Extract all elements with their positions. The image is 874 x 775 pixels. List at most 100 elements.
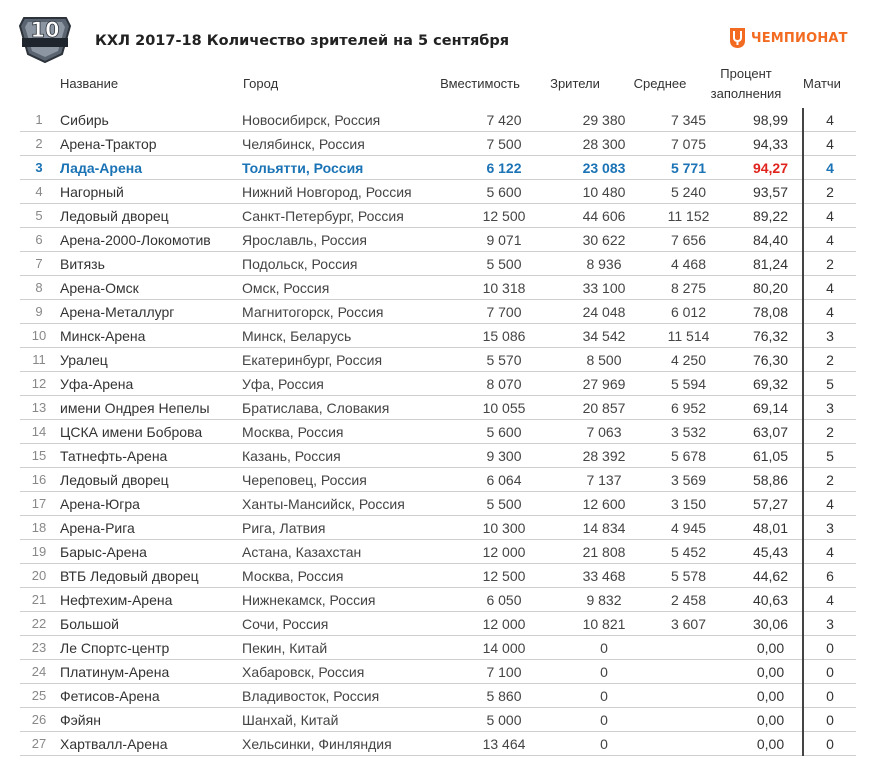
cell-attendance: 10 480 [570,179,638,204]
cell-rank: 2 [20,131,58,156]
logo-number: 10 [30,18,59,42]
cell-matches: 2 [803,251,856,276]
cell-capacity: 5 600 [438,419,570,444]
cell-name: Арена-2000-Локомотив [58,227,242,252]
cell-matches: 4 [803,491,856,516]
cell-rank: 6 [20,227,58,252]
cell-capacity: 9 071 [438,227,570,252]
cell-percent: 76,32 [739,323,804,348]
table-row: 18 Арена-Рига Рига, Латвия 10 300 14 834 4 94… [20,515,856,540]
cell-capacity: 7 100 [438,659,570,684]
brand-logo[interactable]: ЧЕМПИОНАТ [729,26,848,50]
cell-percent: 45,43 [739,539,804,564]
cell-name: Сибирь [58,108,242,132]
cell-city: Тольятти, Россия [242,155,438,180]
cell-city: Шанхай, Китай [242,707,438,732]
cell-matches: 4 [803,587,856,612]
cell-city: Челябинск, Россия [242,131,438,156]
cell-city: Казань, Россия [242,443,438,468]
cell-attendance: 8 500 [570,347,638,372]
cell-percent: 30,06 [739,611,804,636]
cell-attendance: 7 063 [570,419,638,444]
cell-average: 3 532 [638,419,739,444]
cell-rank: 4 [20,179,58,204]
table-row: 23 Ле Спортс-центр Пекин, Китай 14 000 0 0,00… [20,635,856,660]
table-row: 15 Татнефть-Арена Казань, Россия 9 300 28 39… [20,443,856,468]
cell-city: Хабаровск, Россия [242,659,438,684]
cell-attendance: 29 380 [570,108,638,132]
table-header: Название Город Вместимость Зрители Средн… [0,62,874,104]
cell-rank: 9 [20,299,58,324]
cell-capacity: 12 500 [438,203,570,228]
cell-average: 3 569 [638,467,739,492]
cell-rank: 27 [20,731,58,756]
cell-rank: 10 [20,323,58,348]
cell-average: 6 952 [638,395,739,420]
cell-rank: 15 [20,443,58,468]
cell-capacity: 7 700 [438,299,570,324]
table-row: 2 Арена-Трактор Челябинск, Россия 7 500 28 3… [20,131,856,156]
cell-average: 4 945 [638,515,739,540]
cell-attendance: 10 821 [570,611,638,636]
cell-matches: 3 [803,515,856,540]
cell-percent: 98,99 [739,108,804,132]
cell-city: Рига, Латвия [242,515,438,540]
cell-capacity: 9 300 [438,443,570,468]
cell-matches: 5 [803,371,856,396]
cell-name: имени Ондрея Непелы [58,395,242,420]
cell-name: Арена-Металлург [58,299,242,324]
cell-name: Арена-Омск [58,275,242,300]
table-row: 14 ЦСКА имени Боброва Москва, Россия 5 600 7… [20,419,856,444]
cell-capacity: 8 070 [438,371,570,396]
cell-capacity: 12 000 [438,539,570,564]
cell-average: 5 771 [638,155,739,180]
cell-percent: 0,00 [739,659,804,684]
cell-attendance: 34 542 [570,323,638,348]
cell-city: Хельсинки, Финляндия [242,731,438,756]
table-row: 3 Лада-Арена Тольятти, Россия 6 122 23 083 5 … [20,155,856,180]
cell-capacity: 5 000 [438,707,570,732]
cell-percent: 58,86 [739,467,804,492]
col-percent-line1: Процент [720,66,772,81]
cell-rank: 25 [20,683,58,708]
table-row: 17 Арена-Югра Ханты-Мансийск, Россия 5 500 1… [20,491,856,516]
cell-city: Омск, Россия [242,275,438,300]
cell-name: Татнефть-Арена [58,443,242,468]
cell-average: 5 240 [638,179,739,204]
cell-matches: 0 [803,635,856,660]
cell-name: Уфа-Арена [58,371,242,396]
table-row: 6 Арена-2000-Локомотив Ярославль, Россия 9 … [20,227,856,252]
cell-average [638,635,739,660]
table-row: 16 Ледовый дворец Череповец, Россия 6 064 7 … [20,467,856,492]
cell-capacity: 6 122 [438,155,570,180]
table-row: 19 Барыс-Арена Астана, Казахстан 12 000 21 8… [20,539,856,564]
cell-capacity: 5 570 [438,347,570,372]
cell-matches: 3 [803,395,856,420]
cell-city: Новосибирск, Россия [242,108,438,132]
cell-percent: 0,00 [739,683,804,708]
cell-matches: 4 [803,108,856,132]
khl-anniversary-logo: 10 [16,8,74,64]
table-row: 12 Уфа-Арена Уфа, Россия 8 070 27 969 5 594 69… [20,371,856,396]
cell-matches: 0 [803,659,856,684]
table-row: 27 Хартвалл-Арена Хельсинки, Финляндия 13 4… [20,731,856,756]
cell-city: Нижний Новгород, Россия [242,179,438,204]
cell-city: Минск, Беларусь [242,323,438,348]
cell-percent: 61,05 [739,443,804,468]
table-row: 5 Ледовый дворец Санкт-Петербург, Россия 12… [20,203,856,228]
championat-icon [730,28,745,48]
cell-percent: 69,32 [739,371,804,396]
cell-matches: 4 [803,275,856,300]
cell-matches: 5 [803,443,856,468]
cell-average: 7 345 [638,108,739,132]
cell-matches: 4 [803,539,856,564]
cell-capacity: 7 420 [438,108,570,132]
cell-capacity: 10 055 [438,395,570,420]
table-row: 10 Минск-Арена Минск, Беларусь 15 086 34 542… [20,323,856,348]
cell-name: Ледовый дворец [58,203,242,228]
table-row: 9 Арена-Металлург Магнитогорск, Россия 7 70… [20,299,856,324]
cell-average [638,659,739,684]
cell-percent: 80,20 [739,275,804,300]
cell-attendance: 21 808 [570,539,638,564]
cell-capacity: 14 000 [438,635,570,660]
